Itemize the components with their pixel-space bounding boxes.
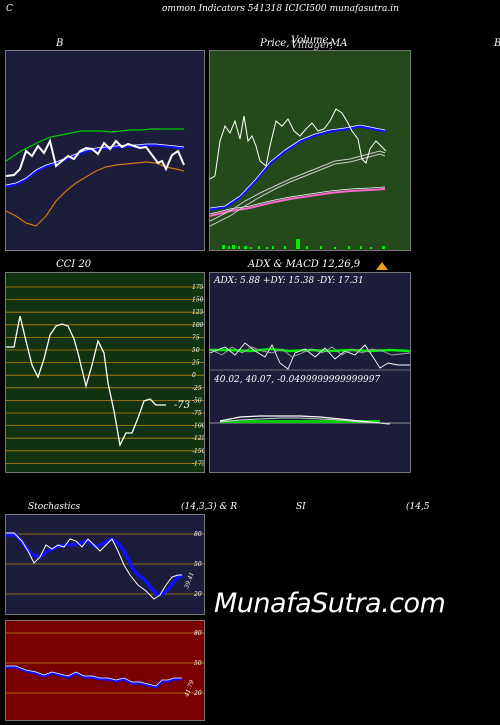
watermark-text: MunafaSutra.com [214, 588, 446, 619]
rsi-tick-50: 50 [194, 660, 202, 667]
cci-tick-label: -100 [192, 423, 204, 430]
upper-band-line [6, 128, 184, 162]
ma-pink-highlight [210, 186, 386, 215]
cci-chart: 175 150 125 100 75 50 25 0 -25 -50 -75 -100 -125 -150… [5, 272, 205, 473]
macd-values-text: 40.02, 40.07, -0.0499999999999997 [214, 375, 381, 385]
rsi-chart: 80 50 20 41.79 [5, 620, 205, 721]
cci-panel-title: CCI 20 [56, 259, 92, 270]
stoch-tick-80: 80 [194, 531, 202, 538]
cci-line [6, 315, 166, 448]
adx-values-text: ADX: 5.88 +DY: 15.38 -DY: 17.31 [214, 276, 364, 286]
page-title: ommon Indicators 541318 ICICI500 munafas… [162, 4, 399, 14]
cci-tick-label: -150 [192, 448, 204, 455]
rsi-tick-20: 20 [193, 690, 202, 697]
cci-tick-label: 50 [192, 347, 200, 354]
header-left-char: C [6, 4, 13, 14]
price-title-a: Price, [260, 38, 290, 49]
stochastics-chart: 80 50 20 39.41 [5, 514, 205, 615]
cci-tick-label: 150 [192, 297, 204, 304]
stoch-current-value: 39.41 [183, 571, 195, 590]
stoch-d-line [6, 532, 182, 600]
price-right-char: B [494, 38, 500, 49]
rsi-title-c: SI [296, 502, 306, 512]
price-line [6, 138, 185, 177]
rsi-line [6, 665, 182, 689]
price-line-main [210, 108, 387, 180]
stoch-tick-50: 50 [194, 561, 202, 568]
cci-tick-label: 100 [192, 322, 204, 329]
cci-tick-label: 75 [192, 334, 200, 341]
price-title-b: Volume, [291, 35, 332, 46]
cci-tick-label: 25 [191, 360, 200, 367]
cci-tick-label: -175 [192, 460, 204, 467]
cci-tick-label: 0 [192, 372, 196, 379]
macd-histogram [220, 420, 380, 423]
rsi-title-d: (14,5 [406, 502, 430, 512]
volume-bars [222, 239, 385, 249]
bb-panel-title: B [56, 38, 64, 49]
stoch-k-line [6, 533, 183, 598]
stoch-title-b: (14,3,3) & R [181, 502, 238, 512]
cci-grid: 175 150 125 100 75 50 25 0 -25 -50 -75 -100 -125 -150… [6, 284, 204, 467]
adx-macd-chart: ADX: 5.88 +DY: 15.38 -DY: 17.31 40.02, 4… [209, 272, 411, 473]
adx-panel-title: ADX & MACD 12,26,9 [248, 259, 361, 270]
plus-di-line [210, 342, 410, 370]
rsi-highlight-line [6, 665, 182, 687]
middle-band-highlight [6, 143, 185, 186]
middle-band-line [6, 143, 185, 188]
minus-di-line [210, 346, 410, 358]
cci-tick-label: -50 [192, 397, 202, 404]
stoch-title-a: Stochastics [28, 502, 81, 512]
lower-band-line [6, 161, 185, 227]
rsi-tick-80: 80 [194, 630, 202, 637]
price-title-c: MA [330, 38, 348, 49]
price-chart [209, 50, 411, 251]
cci-tick-label: -75 [192, 410, 202, 417]
cci-tick-label: 175 [192, 284, 204, 291]
ma-gray-line-2 [210, 153, 386, 227]
cci-current-value: -73 [174, 400, 190, 411]
ma-blue-highlight [210, 124, 386, 209]
price-title-b2: Villager, [291, 40, 333, 51]
cci-tick-label: 125 [192, 309, 204, 316]
macd-signal-line [219, 417, 391, 425]
ma-blue-line [210, 124, 386, 211]
arrow-marker-icon [376, 262, 388, 270]
stoch-tick-20: 20 [193, 591, 202, 598]
ma-gray-line [210, 150, 386, 222]
bollinger-chart [5, 50, 205, 251]
cci-tick-label: -125 [192, 435, 204, 442]
cci-tick-label: -25 [192, 385, 202, 392]
